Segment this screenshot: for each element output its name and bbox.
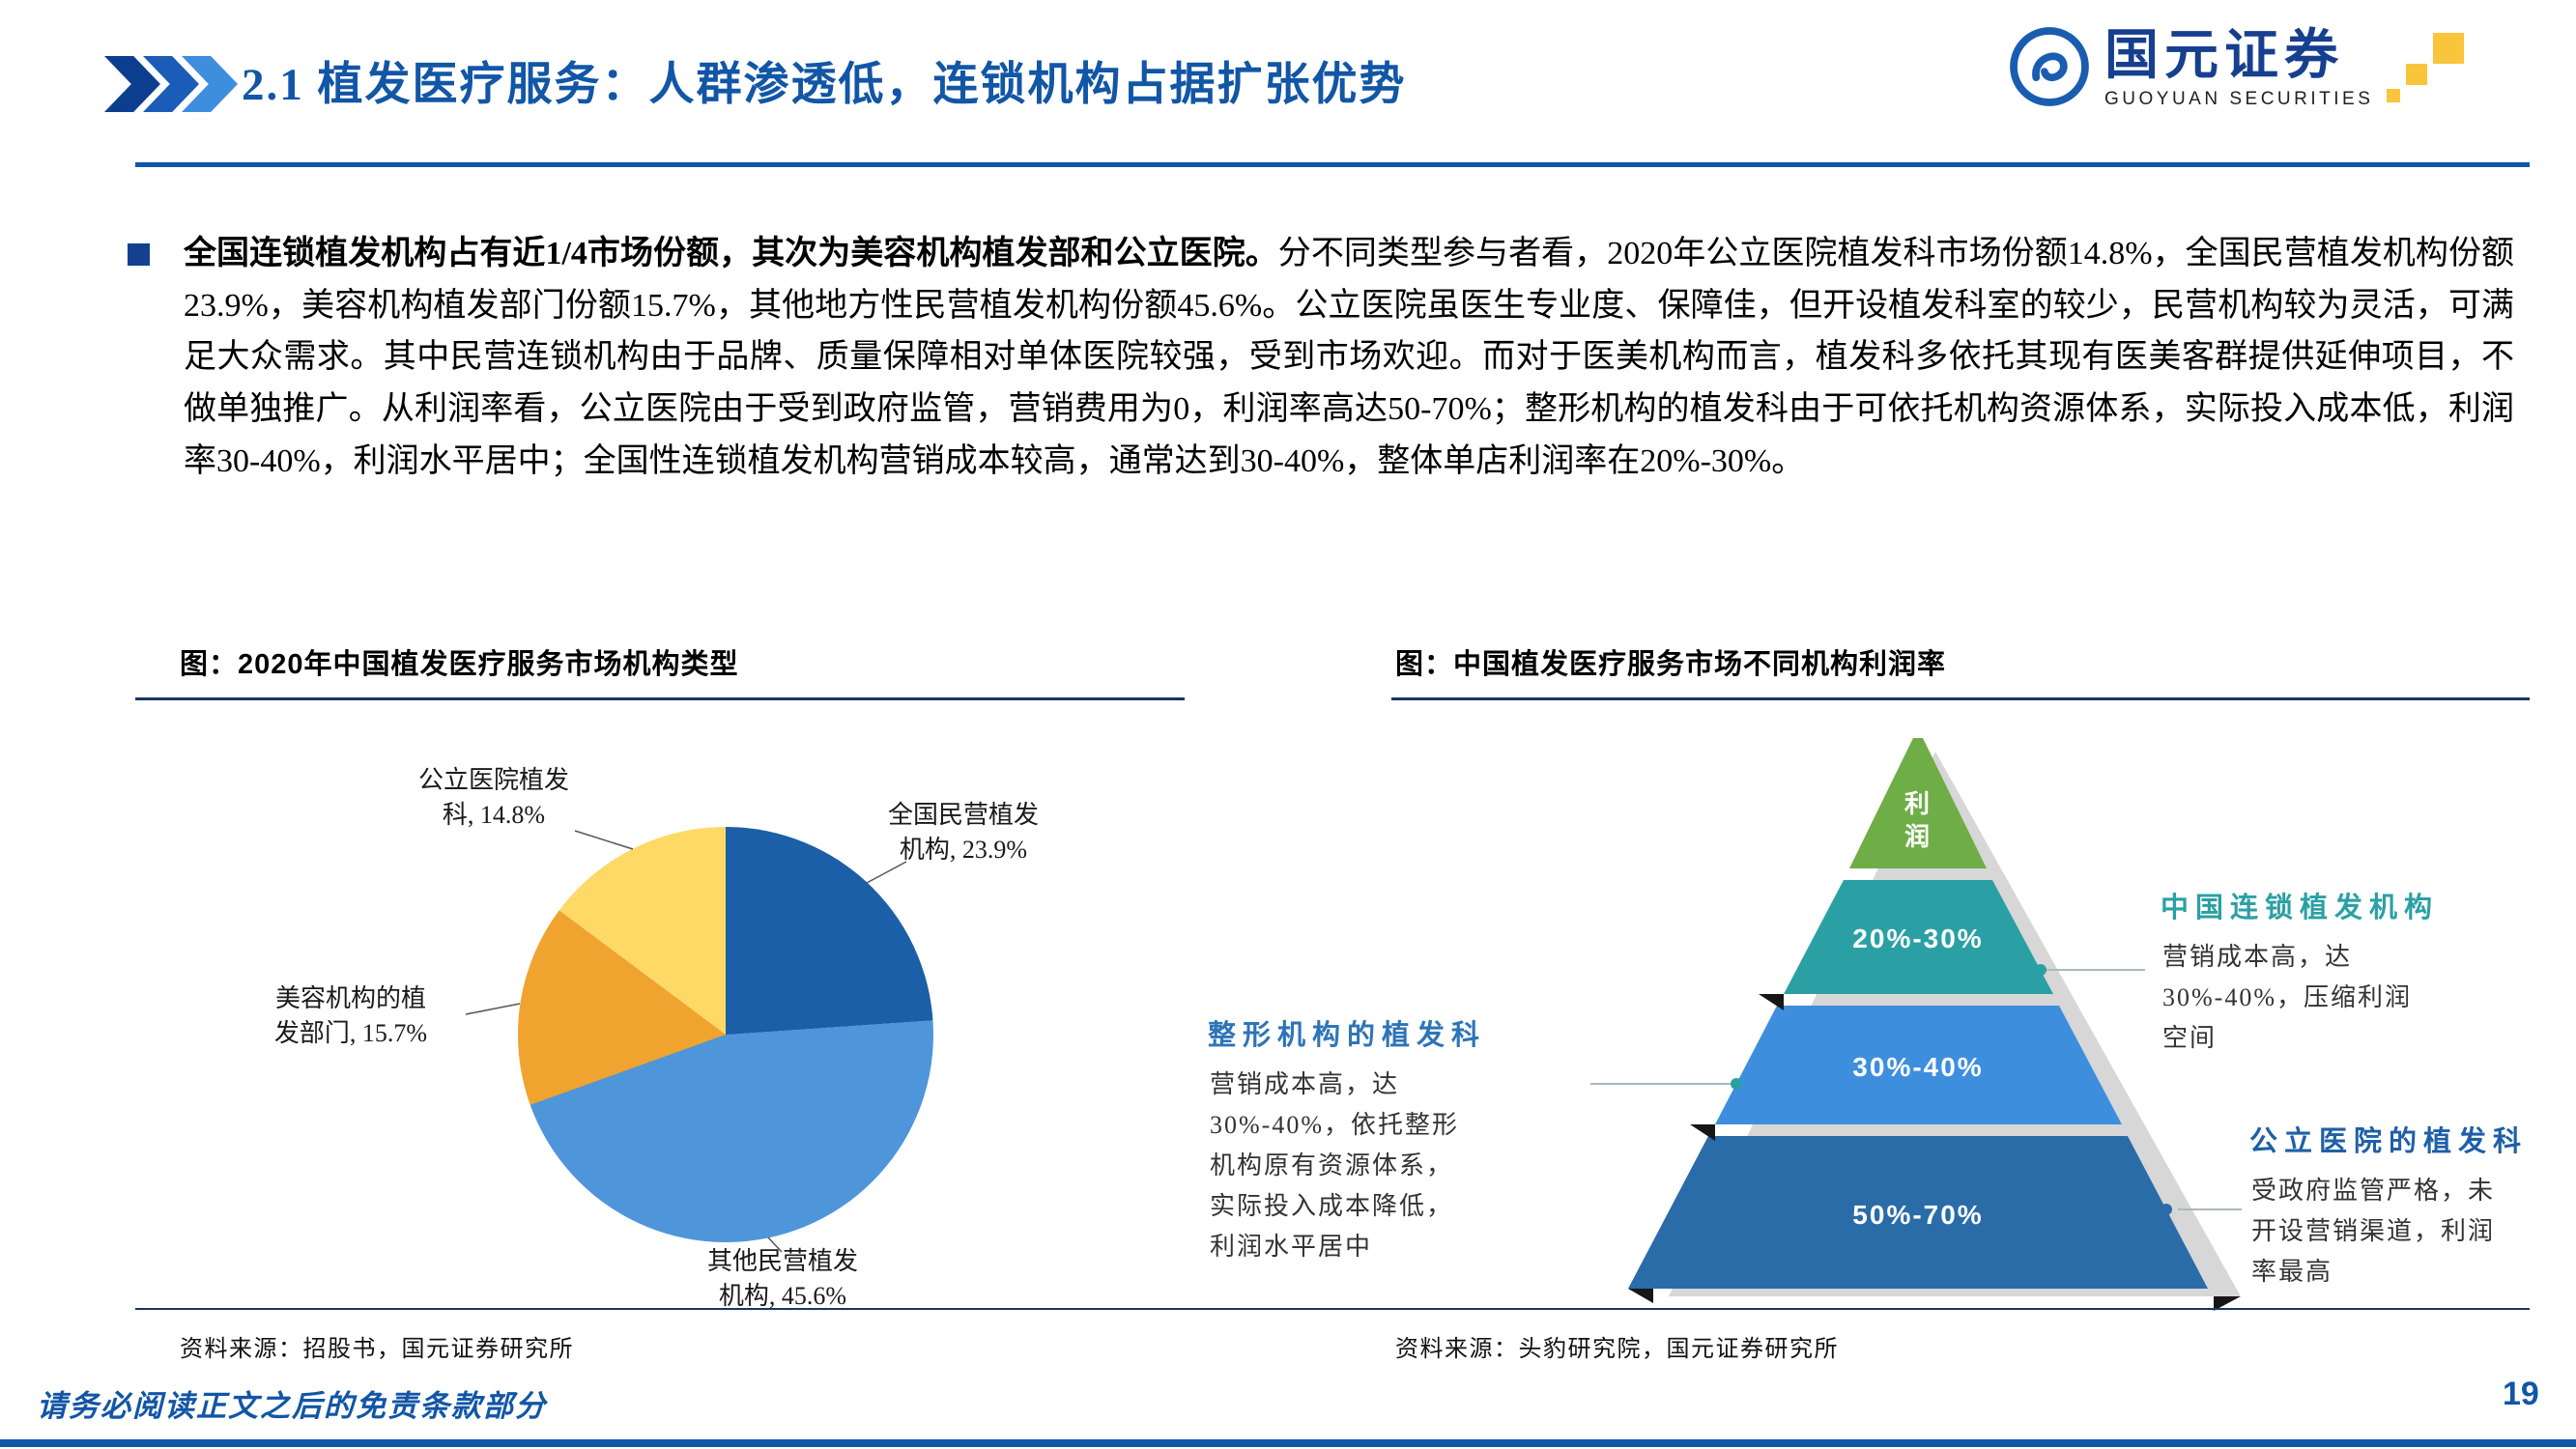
annotation-connector [2045, 969, 2145, 971]
pyramid-fold [1690, 1124, 1715, 1141]
summary-body: 分不同类型参与者看，2020年公立医院植发科市场份额14.8%，全国民营植发机构… [184, 236, 2514, 479]
logo-accent-squares-icon [2379, 29, 2466, 116]
pie [518, 827, 933, 1242]
sources-divider [135, 1308, 2530, 1310]
yellow-square [2387, 89, 2400, 102]
pie-chart-title: 图：2020年中国植发医疗服务市场机构类型 [180, 649, 739, 680]
annotation-body-plastic: 营销成本高，达 30%-40%，依托整形 机构原有资源体系， 实际投入成本降低，… [1210, 1070, 1459, 1262]
pyramid-source: 资料来源：头豹研究院，国元证券研究所 [1395, 1337, 1839, 1362]
pyramid-fold [1628, 1289, 1653, 1303]
annotation-heading-plastic: 整形机构的植发科 [1208, 1020, 1487, 1051]
bottom-divider [0, 1439, 2576, 1447]
pyramid-label-20-30: 20%-30% [1852, 923, 1984, 953]
pie-source: 资料来源：招股书，国元证券研究所 [180, 1337, 574, 1362]
annotation-body-chain: 营销成本高，达 30%-40%，压缩利润 空间 [2162, 943, 2412, 1053]
pyramid-fold [1759, 994, 1784, 1010]
pyramid-label-30-40: 30%-40% [1852, 1052, 1984, 1082]
pie-label-public-hospital: 公立医院植发 科, 14.8% [417, 766, 569, 830]
guoyuan-logo-icon [2008, 25, 2091, 108]
annotation-dot [2161, 1204, 2172, 1215]
pyramid-level-30-40 [1715, 1006, 2122, 1124]
summary-lead: 全国连锁植发机构占有近1/4市场份额，其次为美容机构植发部和公立医院。 [184, 236, 1278, 271]
pyramid-level-50-70 [1628, 1136, 2208, 1289]
pie-label-other-private: 其他民营植发 机构, 45.6% [706, 1247, 858, 1311]
header-divider [135, 162, 2530, 167]
bullet-square-icon [128, 243, 150, 266]
annotation-body-public: 受政府监管严格，未 开设营销渠道，利润 率最高 [2251, 1177, 2496, 1287]
pyramid-chart-title: 图：中国植发医疗服务市场不同机构利润率 [1395, 649, 1947, 680]
annotation-heading-chain: 中国连锁植发机构 [2161, 893, 2440, 923]
pie-label-beauty-dept: 美容机构的植 发部门, 15.7% [273, 984, 428, 1048]
yellow-square [2433, 33, 2464, 64]
page-title: 2.1 植发医疗服务：人群渗透低，连锁机构占据扩张优势 [242, 60, 1407, 110]
logo-name-cn: 国元证券 [2104, 24, 2344, 85]
pyramid-label-profit: 利 润 [1903, 789, 1932, 851]
pie-title-rule [135, 697, 1185, 700]
header-chevrons-icon [104, 56, 238, 112]
pie-label-national-private: 全国民营植发 机构, 23.9% [887, 801, 1039, 865]
guoyuan-logo: 国元证券 GUOYUAN SECURITIES [2008, 25, 2373, 110]
profit-pyramid: 利 润 20%-30% 30%-40% 50%-70% [1628, 738, 2247, 1318]
page-number: 19 [2503, 1376, 2539, 1412]
yellow-square [2406, 64, 2427, 85]
annotation-dot [1731, 1078, 1742, 1090]
logo-name-en: GUOYUAN SECURITIES [2104, 88, 2374, 109]
pyramid-label-50-70: 50%-70% [1852, 1200, 1984, 1230]
logo-text: 国元证券 GUOYUAN SECURITIES [2104, 25, 2373, 110]
summary-paragraph: 全国连锁植发机构占有近1/4市场份额，其次为美容机构植发部和公立医院。分不同类型… [184, 228, 2514, 488]
annotation-heading-public: 公立医院的植发科 [2249, 1126, 2529, 1157]
pyramid-title-rule [1391, 697, 2530, 700]
annotation-connector [1590, 1083, 1731, 1085]
annotation-connector [2178, 1208, 2242, 1210]
disclaimer-text: 请务必阅读正文之后的免责条款部分 [37, 1389, 547, 1423]
annotation-dot [2035, 964, 2046, 976]
